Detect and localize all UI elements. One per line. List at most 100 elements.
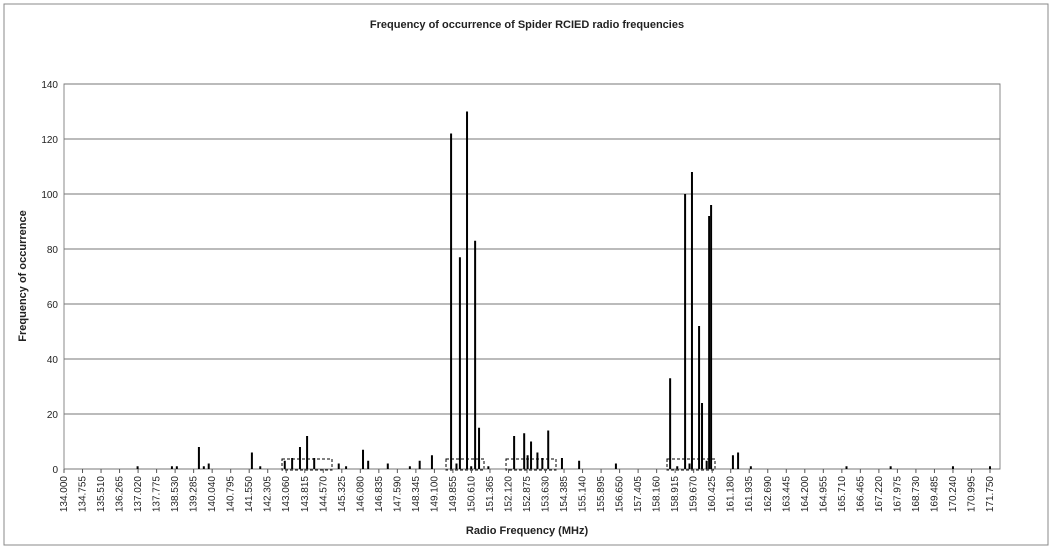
bar (450, 133, 453, 469)
bar (701, 403, 704, 469)
x-tick-label: 170.240 (948, 476, 959, 513)
bar (136, 466, 139, 469)
bar (408, 466, 411, 469)
bar (676, 466, 679, 469)
y-tick-label: 100 (41, 190, 58, 201)
y-axis-label: Frequency of occurrence (17, 210, 29, 341)
bar (698, 326, 701, 469)
y-tick-label: 120 (41, 135, 58, 146)
bar (283, 460, 286, 469)
bar (466, 111, 469, 469)
x-tick-label: 140.040 (207, 476, 218, 513)
x-tick-label: 160.425 (707, 476, 718, 513)
bar (337, 463, 340, 469)
x-tick-label: 149.100 (429, 476, 440, 513)
bar (684, 194, 687, 469)
x-tick-label: 152.875 (522, 476, 533, 513)
x-tick-label: 159.670 (689, 476, 700, 513)
y-tick-label: 20 (47, 410, 59, 421)
bar (170, 466, 173, 469)
x-tick-label: 139.285 (189, 476, 200, 513)
bar (202, 466, 205, 469)
x-tick-label: 169.485 (929, 476, 940, 513)
bar (207, 463, 210, 469)
bar (526, 455, 529, 469)
y-tick-label: 0 (52, 465, 58, 476)
bar (259, 466, 262, 469)
bar (560, 458, 563, 469)
bar (731, 455, 734, 469)
bar (197, 447, 200, 469)
x-tick-label: 163.445 (781, 476, 792, 513)
highlight-box (666, 458, 716, 471)
bar (710, 205, 713, 469)
bar (749, 466, 752, 469)
bar (951, 466, 954, 469)
x-tick-label: 134.000 (59, 476, 70, 513)
x-tick-label: 167.220 (874, 476, 885, 513)
bar (889, 466, 892, 469)
y-tick-label: 40 (47, 355, 59, 366)
bar (845, 466, 848, 469)
x-tick-label: 137.775 (152, 476, 163, 513)
x-tick-label: 145.325 (337, 476, 348, 513)
x-tick-label: 158.160 (652, 476, 663, 513)
x-tick-label: 136.265 (115, 476, 126, 513)
bar (688, 463, 691, 469)
y-tick-label: 80 (47, 245, 59, 256)
bar (530, 441, 533, 469)
bar (291, 458, 294, 469)
x-tick-label: 149.855 (448, 476, 459, 513)
x-tick-label: 147.590 (392, 476, 403, 513)
bar (478, 427, 481, 469)
bar (345, 466, 348, 469)
bar (367, 460, 370, 469)
x-tick-label: 143.060 (281, 476, 292, 513)
bar (470, 466, 473, 469)
highlight-box (445, 458, 485, 471)
bar (523, 433, 526, 469)
bar (541, 458, 544, 469)
x-tick-label: 141.550 (244, 476, 255, 513)
bar (690, 172, 693, 469)
x-tick-label: 144.570 (318, 476, 329, 513)
bar (386, 463, 389, 469)
x-tick-label: 148.345 (411, 476, 422, 513)
bar (458, 257, 461, 469)
x-tick-label: 168.730 (911, 476, 922, 513)
bar (455, 463, 458, 469)
x-tick-label: 142.305 (263, 476, 274, 513)
x-tick-label: 170.995 (966, 476, 977, 513)
x-tick-label: 155.895 (596, 476, 607, 513)
y-tick-label: 140 (41, 80, 58, 91)
x-tick-label: 140.795 (226, 476, 237, 513)
x-tick-label: 167.975 (892, 476, 903, 513)
x-tick-label: 164.955 (818, 476, 829, 513)
bar (547, 430, 550, 469)
bar (298, 447, 301, 469)
x-tick-label: 164.200 (800, 476, 811, 513)
chart-frame (3, 3, 1049, 546)
x-tick-label: 137.020 (133, 476, 144, 513)
x-tick-label: 138.530 (170, 476, 181, 513)
x-tick-label: 135.510 (96, 476, 107, 513)
x-axis-label: Radio Frequency (MHz) (466, 525, 589, 537)
bar (614, 463, 617, 469)
x-tick-label: 155.140 (578, 476, 589, 513)
y-tick-label: 60 (47, 300, 59, 311)
bar (250, 452, 253, 469)
chart-title: Frequency of occurrence of Spider RCIED … (370, 19, 684, 31)
bar (989, 466, 991, 469)
x-tick-label: 158.915 (670, 476, 681, 513)
x-tick-label: 134.755 (78, 476, 89, 513)
bar (430, 455, 433, 469)
bar (536, 452, 539, 469)
bar (487, 466, 490, 469)
x-tick-label: 143.815 (300, 476, 311, 513)
bar (708, 216, 711, 469)
x-tick-label: 156.650 (615, 476, 626, 513)
x-tick-label: 150.610 (466, 476, 477, 513)
x-tick-label: 166.465 (855, 476, 866, 513)
bar (474, 240, 477, 469)
